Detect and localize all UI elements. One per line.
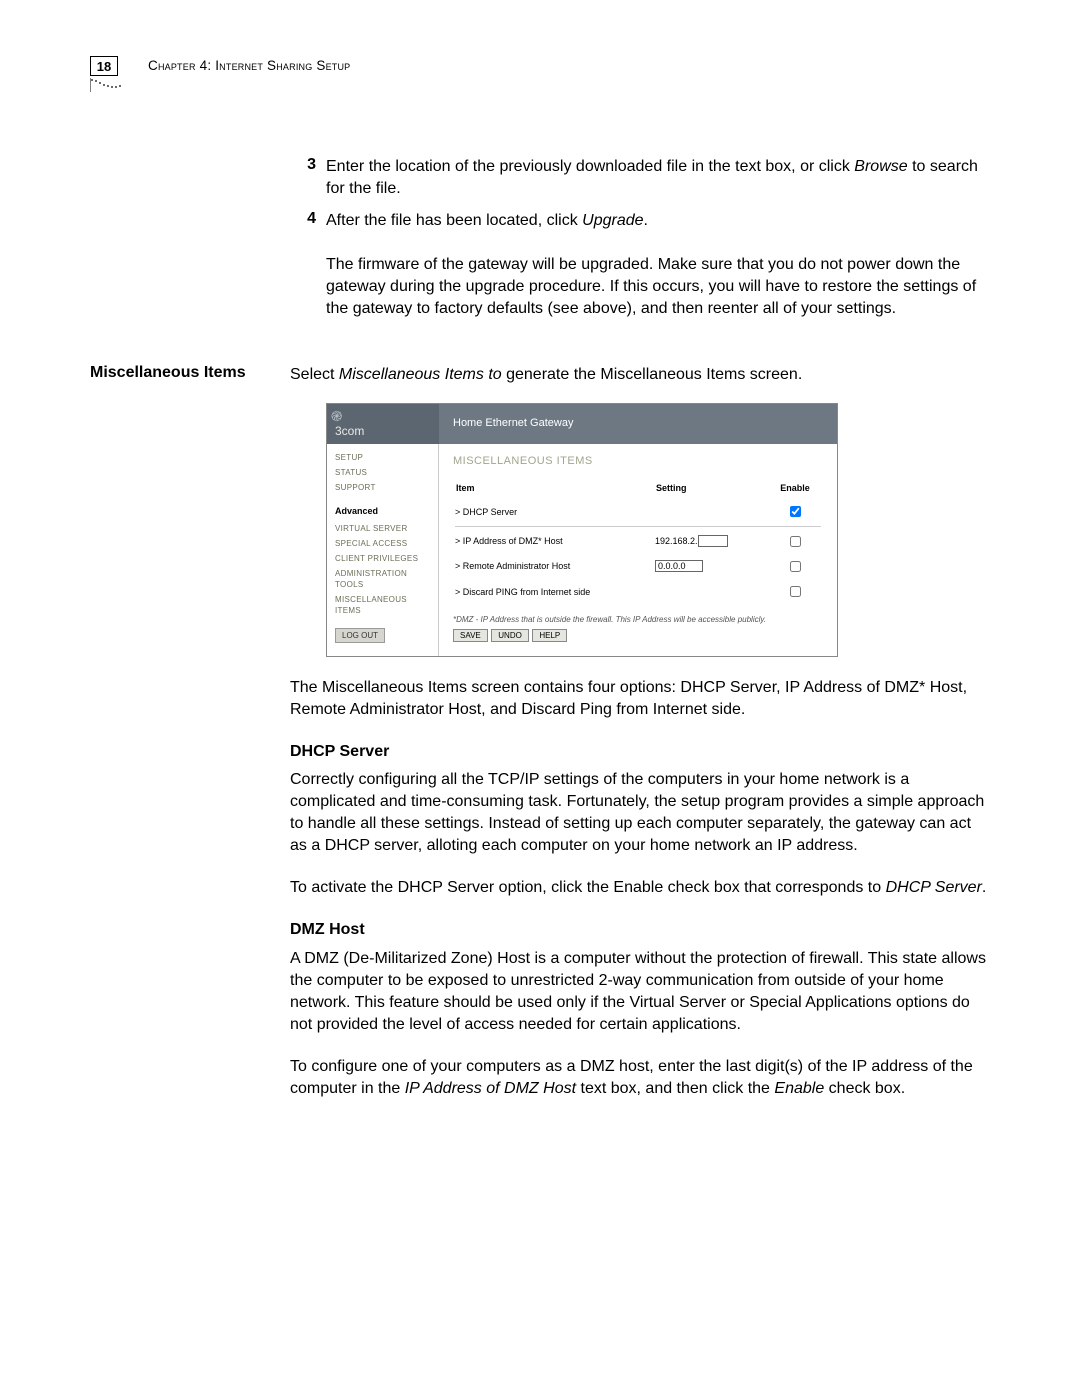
nav-virtual-server[interactable]: VIRTUAL SERVER (335, 523, 430, 534)
step-text-part: Enter the location of the previously dow… (326, 158, 854, 175)
text-em: Miscellaneous Items to (339, 366, 502, 383)
row-discard-ping: Discard PING from Internet side (455, 580, 821, 603)
chapter-title: Chapter 4: Internet Sharing Setup (148, 56, 350, 73)
step-number: 3 (290, 156, 326, 200)
row-remote-admin: Remote Administrator Host (455, 555, 821, 578)
dmz-paragraph-1: A DMZ (De-Militarized Zone) Host is a co… (290, 948, 990, 1036)
dmz-enable-checkbox[interactable] (790, 536, 801, 547)
item-label: DHCP Server (455, 500, 653, 523)
item-label: IP Address of DMZ* Host (455, 530, 653, 553)
remote-admin-input[interactable] (655, 560, 703, 572)
screenshot-nav: SETUP STATUS SUPPORT Advanced VIRTUAL SE… (327, 444, 439, 656)
item-label: Discard PING from Internet side (455, 580, 653, 603)
dmz-paragraph-2: To configure one of your computers as a … (290, 1056, 990, 1100)
row-dhcp: DHCP Server (455, 500, 821, 523)
firmware-paragraph: The firmware of the gateway will be upgr… (326, 254, 990, 320)
text-part: text box, and then click the (576, 1080, 774, 1097)
step-text: After the file has been located, click U… (326, 210, 990, 232)
screenshot-miscellaneous-items: ֎ 3com Home Ethernet Gateway SETUP STATU… (326, 403, 990, 657)
step-text-part: After the file has been located, click (326, 212, 582, 229)
step-text: Enter the location of the previously dow… (326, 156, 990, 200)
step-number: 4 (290, 210, 326, 232)
screenshot-title: Home Ethernet Gateway (439, 404, 837, 444)
page-number-block: 18 (90, 56, 134, 96)
save-button[interactable]: SAVE (453, 629, 488, 642)
row-dmz: IP Address of DMZ* Host 192.168.2. (455, 530, 821, 553)
nav-admin-tools[interactable]: ADMINISTRATION TOOLS (335, 568, 430, 590)
text-em: Enable (774, 1080, 824, 1097)
discard-ping-enable-checkbox[interactable] (790, 586, 801, 597)
logout-button[interactable]: LOG OUT (335, 628, 385, 643)
after-screenshot-paragraph: The Miscellaneous Items screen contains … (290, 677, 990, 721)
col-enable: Enable (769, 481, 821, 498)
step-3: 3 Enter the location of the previously d… (290, 156, 990, 200)
col-setting: Setting (655, 481, 767, 498)
screenshot-section-title: MISCELLANEOUS ITEMS (453, 454, 823, 469)
item-label: Remote Administrator Host (455, 555, 653, 578)
misc-items-table: Item Setting Enable DHCP Server (453, 479, 823, 606)
text-em: DHCP Server (886, 879, 982, 896)
text-part: generate the Miscellaneous Items screen. (502, 366, 803, 383)
nav-support[interactable]: SUPPORT (335, 482, 430, 493)
dmz-footnote: *DMZ - IP Address that is outside the fi… (453, 614, 823, 625)
nav-setup[interactable]: SETUP (335, 452, 430, 463)
misc-intro: Select Miscellaneous Items to generate t… (290, 364, 990, 386)
nav-special-access[interactable]: SPECIAL ACCESS (335, 538, 430, 549)
text-part: To activate the DHCP Server option, clic… (290, 879, 886, 896)
page-number: 18 (90, 56, 118, 76)
step-text-em: Upgrade (582, 212, 643, 229)
step-text-part: . (644, 212, 648, 229)
dhcp-paragraph-1: Correctly configuring all the TCP/IP set… (290, 769, 990, 857)
dhcp-server-heading: DHCP Server (290, 741, 990, 763)
dmz-host-heading: DMZ Host (290, 919, 990, 941)
screenshot-brand: ֎ 3com (327, 404, 439, 444)
nav-advanced-head: Advanced (335, 505, 430, 517)
page-header: 18 Chapter 4: Internet Sharing Setup (90, 56, 990, 96)
text-part: check box. (824, 1080, 905, 1097)
step-text-em: Browse (854, 158, 907, 175)
step-4: 4 After the file has been located, click… (290, 210, 990, 232)
remote-admin-enable-checkbox[interactable] (790, 561, 801, 572)
text-part: . (982, 879, 986, 896)
header-dots-icon (90, 78, 134, 96)
section-heading-miscellaneous: Miscellaneous Items (90, 364, 290, 382)
dhcp-enable-checkbox[interactable] (790, 506, 801, 517)
text-part: Select (290, 366, 339, 383)
swirl-icon: ֎ (331, 407, 342, 426)
nav-status[interactable]: STATUS (335, 467, 430, 478)
dmz-ip-prefix: 192.168.2. (655, 536, 698, 546)
help-button[interactable]: HELP (532, 629, 567, 642)
col-item: Item (455, 481, 653, 498)
text-em: IP Address of DMZ Host (405, 1080, 576, 1097)
nav-misc-items[interactable]: MISCELLANEOUS ITEMS (335, 594, 430, 616)
dmz-ip-input[interactable] (698, 535, 728, 547)
nav-client-privileges[interactable]: CLIENT PRIVILEGES (335, 553, 430, 564)
steps-list: 3 Enter the location of the previously d… (290, 156, 990, 232)
undo-button[interactable]: UNDO (491, 629, 529, 642)
dhcp-paragraph-2: To activate the DHCP Server option, clic… (290, 877, 990, 899)
